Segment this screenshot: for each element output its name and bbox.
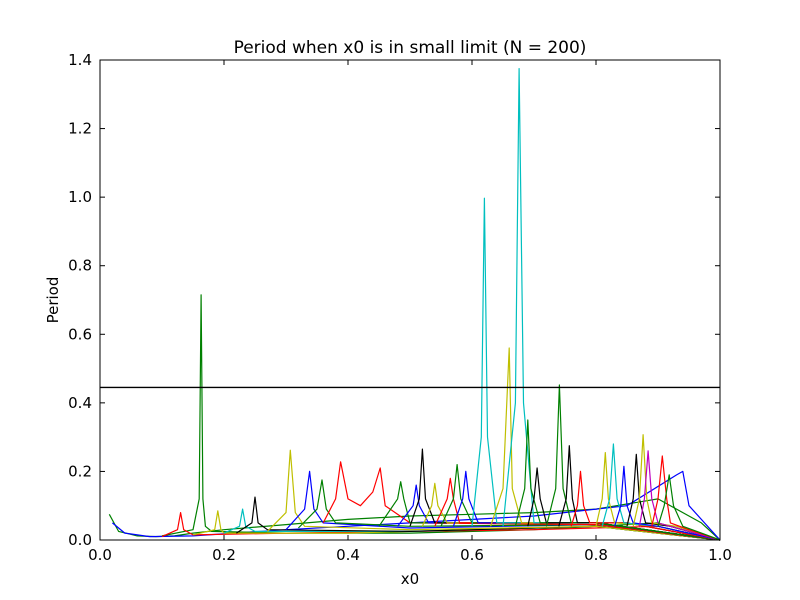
y-tick-label: 0.2 [68, 462, 92, 480]
x-tick-label: 0.4 [336, 546, 360, 564]
x-tick-label: 0.8 [584, 546, 608, 564]
series-line-32 [638, 450, 721, 541]
series-line-24 [545, 384, 721, 541]
y-tick-label: 0.8 [68, 257, 92, 275]
x-axis: 0.0 0.2 0.4 0.6 0.8 1.0 [88, 60, 732, 564]
plot-frame [99, 59, 721, 541]
y-tick-label: 1.4 [68, 51, 92, 69]
y-tick-label: 0.0 [68, 531, 92, 549]
series-line-31 [632, 434, 721, 541]
y-axis-label: Period [44, 277, 62, 324]
y-tick-label: 1.0 [68, 188, 92, 206]
x-axis-label: x0 [401, 570, 419, 588]
x-tick-label: 0.2 [212, 546, 236, 564]
y-axis: 0.0 0.2 0.4 0.6 0.8 1.0 1.2 1.4 [68, 51, 720, 549]
series-line-2 [112, 470, 721, 541]
y-tick-label: 1.2 [68, 120, 92, 138]
series-line-4 [161, 511, 721, 541]
x-tick-label: 0.6 [460, 546, 484, 564]
chart-title: Period when x0 is in small limit (N = 20… [234, 38, 587, 58]
series-line-3 [161, 294, 721, 541]
x-tick-label: 1.0 [708, 546, 732, 564]
series-line-33 [651, 455, 721, 541]
y-tick-label: 0.6 [68, 325, 92, 343]
x-tick-label: 0.0 [88, 546, 112, 564]
series-line-34 [657, 474, 721, 541]
series-line-8 [266, 449, 721, 541]
plot-lines [108, 67, 721, 541]
y-tick-label: 0.4 [68, 394, 92, 412]
series-line-20 [490, 347, 721, 541]
